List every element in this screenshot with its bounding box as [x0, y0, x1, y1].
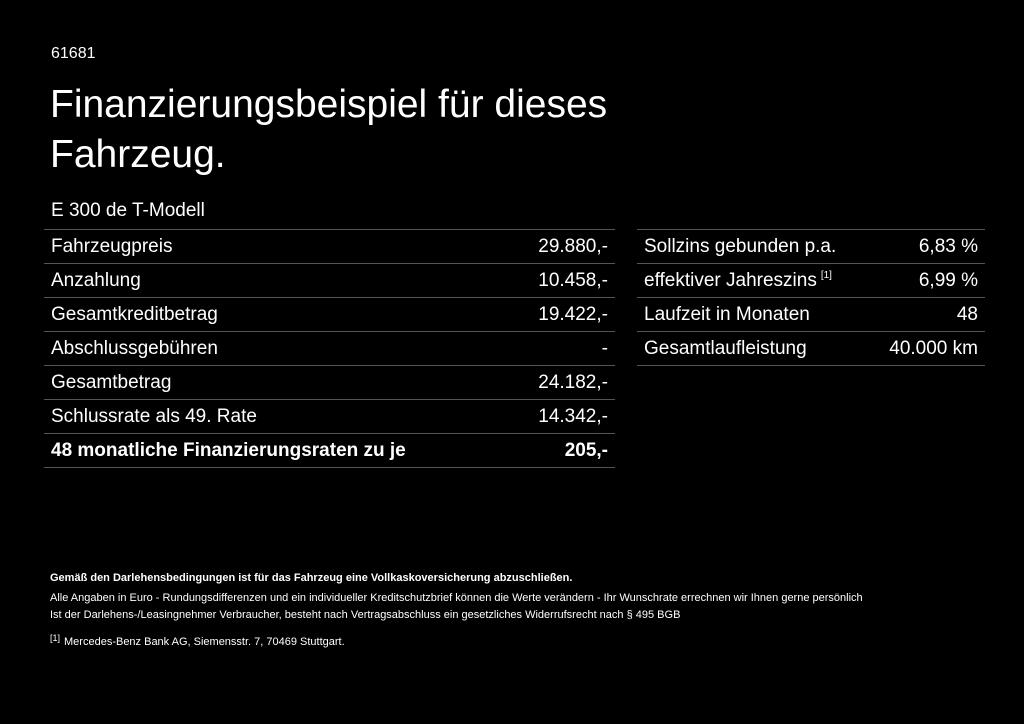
label-text: Schlussrate als 49. Rate	[51, 405, 257, 427]
left-table: Fahrzeugpreis 29.880,- Anzahlung 10.458,- Ge…	[44, 229, 615, 468]
note: Ist der Darlehens-/Leasingnehmer Verbrau…	[50, 609, 681, 621]
label-text: Fahrzeugpreis	[51, 235, 173, 257]
row-value: 6,83 %	[918, 235, 978, 257]
row-label: effektiver Jahreszins [1]	[644, 270, 832, 292]
label-text: Gesamtlaufleistung	[644, 337, 807, 359]
bold-note: Gemäß den Darlehensbedingungen ist für d…	[50, 572, 573, 584]
table-row: Sollzins gebunden p.a. 6,83 %	[637, 230, 985, 264]
row-label: Gesamtkreditbetrag	[51, 304, 218, 326]
row-value: 205,-	[564, 439, 608, 461]
row-value: 14.342,-	[538, 405, 608, 427]
row-value: -	[601, 337, 608, 359]
row-value: 29.880,-	[538, 235, 608, 257]
label-text: Sollzins gebunden p.a.	[644, 235, 837, 257]
row-label: Fahrzeugpreis	[51, 236, 172, 258]
row-label: Abschlussgebühren	[51, 338, 218, 360]
title: Finanzierungsbeispiel für dieses	[50, 83, 608, 126]
row-label: Gesamtbetrag	[51, 372, 171, 394]
model: E 300 de T-Modell	[51, 200, 205, 221]
row-value: 6,99 %	[918, 269, 978, 291]
row-value: 19.422,-	[538, 303, 608, 325]
footnote-mark: [1]	[50, 633, 61, 643]
table-row: Gesamtlaufleistung 40.000 km	[637, 332, 985, 366]
title: Fahrzeug.	[50, 133, 226, 176]
row-value: 10.458,-	[538, 269, 608, 291]
table-row: Schlussrate als 49. Rate 14.342,-	[44, 400, 615, 434]
row-label: Sollzins gebunden p.a.	[644, 236, 836, 258]
row-value: 40.000 km	[889, 337, 978, 359]
footnote-text: Mercedes-Benz Bank AG, Siemensstr. 7, 70…	[64, 636, 345, 648]
table-row: Fahrzeugpreis 29.880,-	[44, 230, 615, 264]
code: 61681	[51, 45, 96, 62]
note: Alle Angaben in Euro - Rundungsdifferenz…	[50, 592, 863, 604]
label-text: Anzahlung	[51, 269, 141, 291]
table-row: effektiver Jahreszins [1] 6,99 %	[637, 264, 985, 298]
table-row: Abschlussgebühren -	[44, 332, 615, 366]
table-row: 48 monatliche Finanzierungsraten zu je 20…	[44, 434, 615, 468]
label-text: Laufzeit in Monaten	[644, 303, 810, 325]
row-label: Schlussrate als 49. Rate	[51, 406, 257, 428]
row-value: 24.182,-	[538, 371, 608, 393]
right-table: Sollzins gebunden p.a. 6,83 % effektiver J…	[637, 229, 985, 366]
footnote: [1] Mercedes-Benz Bank AG, Siemensstr. 7,…	[50, 633, 345, 648]
table-row: Anzahlung 10.458,-	[44, 264, 615, 298]
table-row: Gesamtbetrag 24.182,-	[44, 366, 615, 400]
table-row: Gesamtkreditbetrag 19.422,-	[44, 298, 615, 332]
row-label: Anzahlung	[51, 270, 141, 292]
label-text: effektiver Jahreszins	[644, 269, 817, 291]
label-text: 48 monatliche Finanzierungsraten zu je	[51, 439, 406, 461]
row-label: Gesamtlaufleistung	[644, 338, 807, 360]
row-label: Laufzeit in Monaten	[644, 304, 810, 326]
label-text: Gesamtbetrag	[51, 371, 172, 393]
note-mark: [1]	[820, 269, 832, 281]
label-text: Gesamtkreditbetrag	[51, 303, 218, 325]
table-row: Laufzeit in Monaten 48	[637, 298, 985, 332]
row-value: 48	[956, 303, 978, 325]
row-label: 48 monatliche Finanzierungsraten zu je	[51, 440, 406, 462]
label-text: Abschlussgebühren	[51, 337, 218, 359]
